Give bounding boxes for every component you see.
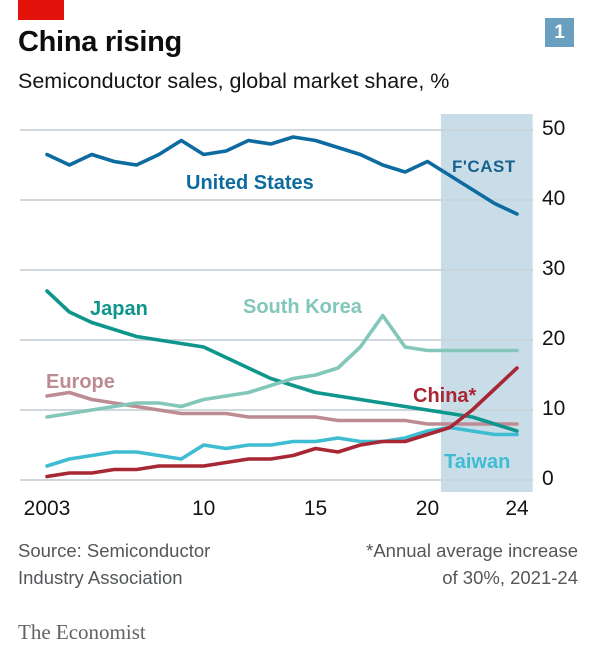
- footnote: *Annual average increase of 30%, 2021-24: [366, 537, 578, 591]
- y-tick-label: 50: [542, 117, 566, 140]
- series-label-china: China*: [413, 385, 477, 407]
- figure-number: 1: [554, 21, 565, 43]
- x-tick-label: 2003: [23, 497, 71, 520]
- x-tick-label: 15: [303, 497, 328, 520]
- line-series-china: [45, 366, 519, 479]
- source-note: Source: Semiconductor Industry Associati…: [18, 537, 210, 591]
- x-tick-label: 24: [505, 497, 529, 520]
- footnote-line-2: of 30%, 2021-24: [442, 567, 578, 588]
- economist-red-tab: [18, 0, 64, 20]
- y-tick-label: 40: [542, 187, 566, 210]
- x-tick-label: 20: [415, 497, 440, 520]
- series-label-united-states: United States: [186, 172, 314, 194]
- chart-subtitle: Semiconductor sales, global market share…: [18, 69, 450, 93]
- forecast-label: F'CAST: [452, 157, 516, 176]
- x-tick-label: 10: [191, 497, 216, 520]
- series-label-europe: Europe: [46, 371, 115, 393]
- y-tick-label: 30: [542, 257, 566, 280]
- chart-title: China rising: [18, 26, 182, 58]
- y-tick-label: 20: [542, 327, 566, 350]
- line-series-united-states: [45, 135, 519, 216]
- publisher-wordmark: The Economist: [18, 620, 146, 644]
- footnote-line-1: *Annual average increase: [366, 540, 578, 561]
- y-tick-label: 10: [542, 397, 566, 420]
- figure-number-badge: 1: [545, 18, 574, 47]
- source-line-2: Industry Association: [18, 567, 183, 588]
- series-label-taiwan: Taiwan: [444, 451, 511, 473]
- series-label-south-korea: South Korea: [243, 296, 362, 318]
- series-label-japan: Japan: [90, 298, 148, 320]
- source-line-1: Source: Semiconductor: [18, 540, 211, 561]
- y-tick-label: 0: [542, 467, 554, 490]
- line-series-south-korea: [45, 313, 519, 419]
